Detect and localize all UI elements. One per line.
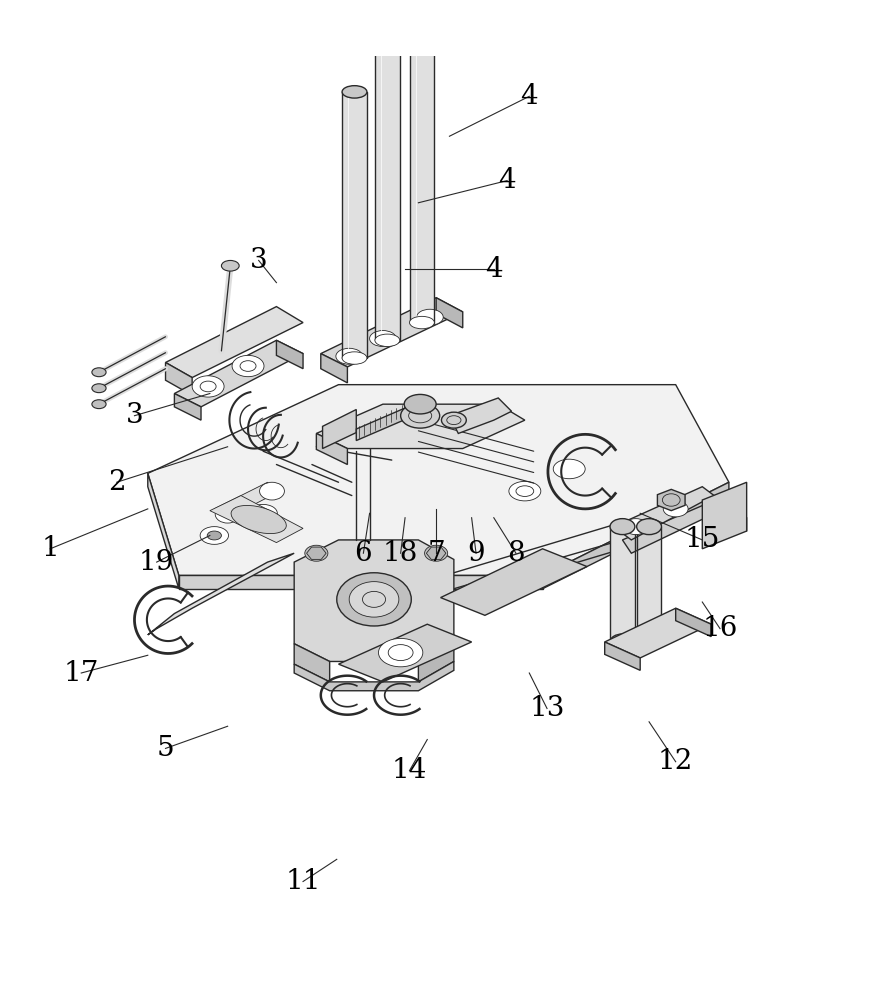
Ellipse shape: [222, 260, 239, 271]
Polygon shape: [676, 608, 711, 637]
Polygon shape: [322, 410, 356, 449]
Ellipse shape: [610, 634, 635, 650]
Polygon shape: [356, 404, 414, 441]
Text: 4: 4: [485, 256, 503, 283]
Ellipse shape: [215, 505, 240, 523]
Text: 4: 4: [521, 83, 538, 110]
Text: 7: 7: [427, 540, 445, 567]
Polygon shape: [658, 489, 685, 511]
Ellipse shape: [663, 501, 688, 517]
Text: 8: 8: [507, 540, 525, 567]
Ellipse shape: [231, 505, 287, 534]
Ellipse shape: [636, 519, 661, 535]
Text: 3: 3: [250, 247, 268, 274]
Ellipse shape: [636, 634, 661, 650]
Polygon shape: [441, 549, 587, 615]
Polygon shape: [338, 624, 472, 682]
Text: 14: 14: [392, 757, 427, 784]
Text: 6: 6: [354, 540, 372, 567]
Polygon shape: [148, 385, 729, 575]
Polygon shape: [179, 575, 543, 589]
Text: 4: 4: [498, 167, 516, 194]
Polygon shape: [342, 92, 367, 358]
Ellipse shape: [92, 400, 106, 409]
Polygon shape: [174, 340, 303, 407]
Ellipse shape: [509, 481, 541, 501]
Ellipse shape: [192, 376, 224, 397]
Ellipse shape: [378, 638, 423, 667]
Ellipse shape: [441, 412, 466, 428]
Text: 3: 3: [125, 402, 143, 429]
Ellipse shape: [232, 355, 264, 377]
Polygon shape: [295, 644, 329, 682]
Polygon shape: [316, 404, 525, 449]
Ellipse shape: [349, 582, 399, 617]
Ellipse shape: [375, 32, 400, 45]
Ellipse shape: [409, 41, 434, 54]
Polygon shape: [166, 307, 303, 378]
Ellipse shape: [336, 573, 411, 626]
Polygon shape: [295, 661, 454, 691]
Ellipse shape: [375, 334, 400, 347]
Text: 13: 13: [530, 695, 565, 722]
Polygon shape: [316, 433, 347, 465]
Polygon shape: [148, 473, 179, 589]
Ellipse shape: [304, 545, 328, 561]
Text: 1: 1: [41, 535, 59, 562]
Polygon shape: [702, 482, 747, 549]
Text: 5: 5: [157, 735, 174, 762]
Polygon shape: [449, 398, 512, 433]
Polygon shape: [306, 547, 326, 559]
Polygon shape: [295, 540, 454, 661]
Ellipse shape: [92, 368, 106, 377]
Ellipse shape: [92, 384, 106, 393]
Ellipse shape: [256, 509, 271, 518]
Text: 9: 9: [467, 540, 485, 567]
Polygon shape: [426, 547, 446, 559]
Ellipse shape: [207, 531, 222, 540]
Ellipse shape: [623, 519, 648, 535]
Polygon shape: [543, 482, 729, 589]
Polygon shape: [277, 340, 303, 369]
Polygon shape: [166, 362, 192, 395]
Ellipse shape: [249, 504, 278, 522]
Polygon shape: [210, 496, 303, 543]
Polygon shape: [320, 298, 463, 367]
Polygon shape: [409, 48, 434, 323]
Text: 11: 11: [286, 868, 320, 895]
Polygon shape: [148, 553, 295, 635]
Polygon shape: [174, 394, 201, 420]
Polygon shape: [613, 487, 720, 540]
Text: 19: 19: [139, 549, 174, 576]
Ellipse shape: [336, 348, 362, 364]
Text: 15: 15: [684, 526, 720, 553]
Polygon shape: [622, 502, 747, 553]
Ellipse shape: [342, 86, 367, 98]
Polygon shape: [320, 354, 347, 383]
Ellipse shape: [200, 527, 229, 544]
Polygon shape: [636, 527, 661, 642]
Text: 17: 17: [63, 660, 99, 687]
Text: 18: 18: [383, 540, 418, 567]
Text: 16: 16: [702, 615, 738, 642]
Ellipse shape: [425, 545, 448, 561]
Ellipse shape: [404, 394, 436, 414]
Polygon shape: [214, 482, 277, 520]
Ellipse shape: [610, 519, 635, 535]
Ellipse shape: [400, 403, 440, 428]
Ellipse shape: [417, 309, 443, 325]
Ellipse shape: [409, 316, 434, 329]
Polygon shape: [610, 527, 635, 642]
Ellipse shape: [342, 352, 367, 364]
Ellipse shape: [554, 459, 586, 479]
Ellipse shape: [260, 482, 285, 500]
Polygon shape: [436, 298, 463, 328]
Polygon shape: [375, 39, 400, 340]
Text: 12: 12: [658, 748, 693, 775]
Polygon shape: [418, 642, 454, 682]
Polygon shape: [604, 642, 640, 670]
Text: 2: 2: [108, 469, 125, 496]
Polygon shape: [604, 608, 711, 658]
Ellipse shape: [369, 331, 396, 347]
